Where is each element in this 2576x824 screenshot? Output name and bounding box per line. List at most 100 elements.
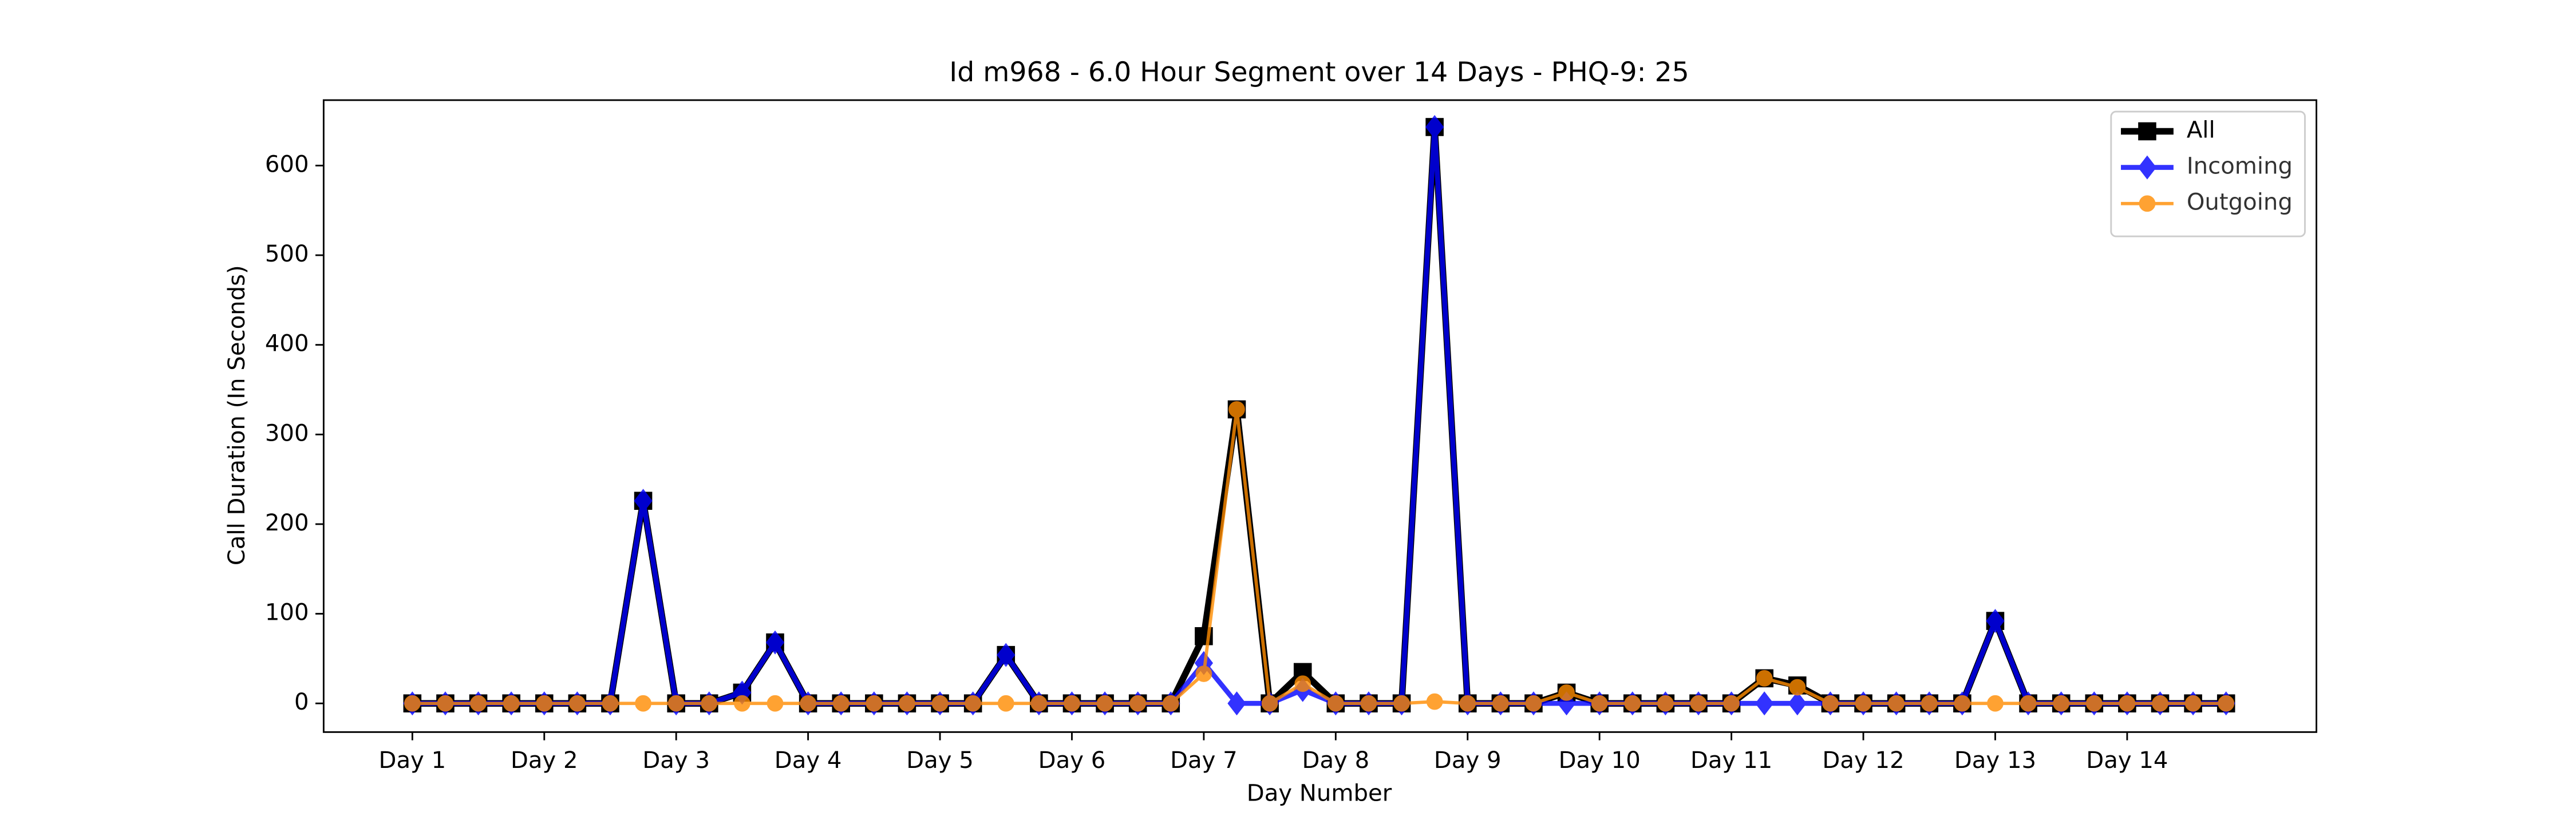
marker	[503, 695, 520, 712]
marker	[2085, 695, 2103, 712]
marker	[1228, 401, 1245, 418]
x-tick-label: Day 3	[642, 747, 710, 774]
marker	[931, 695, 949, 712]
marker	[634, 489, 653, 513]
x-tick-label: Day 4	[775, 747, 842, 774]
series-line	[412, 124, 2226, 707]
y-tick-label: 200	[265, 510, 309, 536]
x-axis-label: Day Number	[1247, 780, 1392, 806]
marker	[2020, 695, 2037, 712]
y-tick-label: 500	[265, 241, 309, 267]
marker	[1327, 695, 1344, 712]
marker	[1525, 695, 1542, 712]
marker	[569, 695, 586, 712]
legend-label: Outgoing	[2187, 189, 2293, 216]
y-tick-label: 400	[265, 331, 309, 357]
legend-item: Incoming	[2121, 153, 2293, 180]
marker	[1755, 691, 1774, 716]
marker	[2119, 695, 2136, 712]
series	[404, 401, 2235, 712]
y-tick-label: 0	[294, 689, 309, 715]
x-tick-label: Day 8	[1302, 747, 1370, 774]
marker	[1393, 695, 1410, 712]
y-tick-label: 300	[265, 420, 309, 446]
chart-title: Id m968 - 6.0 Hour Segment over 14 Days …	[949, 57, 1689, 88]
marker	[1788, 691, 1807, 716]
marker	[899, 695, 915, 712]
y-tick-label: 100	[265, 600, 309, 626]
marker	[832, 695, 850, 712]
series-line	[412, 407, 2226, 706]
legend-item: All	[2121, 117, 2215, 143]
marker	[1954, 695, 1971, 712]
legend-label: Incoming	[2187, 153, 2293, 180]
x-tick-label: Day 11	[1690, 747, 1772, 774]
x-tick-label: Day 12	[1822, 747, 1904, 774]
marker	[1195, 665, 1212, 682]
marker	[1129, 695, 1147, 712]
marker	[2053, 695, 2070, 712]
marker	[470, 695, 487, 712]
marker	[2138, 122, 2156, 141]
x-tick-label: Day 7	[1170, 747, 1238, 774]
marker	[1426, 693, 1443, 710]
marker	[1690, 695, 1707, 712]
x-tick-label: Day 1	[379, 747, 447, 774]
marker	[1855, 695, 1872, 712]
marker	[2139, 195, 2156, 212]
y-axis-label: Call Duration (In Seconds)	[224, 265, 250, 565]
marker	[997, 695, 1014, 712]
marker	[1030, 695, 1048, 712]
marker	[2218, 695, 2235, 712]
series-line	[412, 124, 2226, 706]
marker	[1558, 684, 1575, 701]
x-tick-label: Day 13	[1954, 747, 2036, 774]
marker	[1756, 670, 1773, 687]
plot-frame	[322, 99, 2317, 733]
marker	[602, 695, 619, 712]
marker	[667, 695, 685, 712]
marker	[1921, 695, 1938, 712]
marker	[1227, 691, 1246, 716]
marker	[1987, 695, 2004, 712]
marker	[1064, 695, 1080, 712]
y-tick-label: 600	[265, 151, 309, 177]
marker	[2184, 695, 2202, 712]
marker	[2138, 155, 2157, 180]
marker	[635, 695, 651, 712]
marker	[734, 695, 750, 712]
x-tick-label: Day 14	[2086, 747, 2168, 774]
marker	[965, 695, 982, 712]
marker	[1789, 679, 1806, 696]
marker	[404, 695, 421, 712]
legend-label: All	[2187, 117, 2215, 143]
marker	[1096, 695, 1113, 712]
marker	[1162, 695, 1179, 712]
marker	[1657, 695, 1674, 712]
x-tick-label: Day 5	[906, 747, 974, 774]
marker	[437, 695, 454, 712]
marker	[1360, 695, 1377, 712]
marker	[800, 695, 816, 712]
marker	[701, 695, 718, 712]
marker	[1624, 695, 1641, 712]
x-tick-label: Day 9	[1434, 747, 1502, 774]
marker	[1492, 695, 1509, 712]
marker	[1723, 695, 1740, 712]
marker	[1822, 695, 1839, 712]
marker	[1591, 695, 1608, 712]
x-tick-label: Day 6	[1038, 747, 1106, 774]
series	[403, 114, 2235, 716]
x-tick-label: Day 2	[511, 747, 578, 774]
marker	[1425, 114, 1444, 139]
marker	[767, 695, 784, 712]
series	[403, 118, 2235, 713]
marker	[1294, 675, 1311, 692]
marker	[765, 630, 785, 655]
marker	[1261, 695, 1278, 712]
marker	[1459, 695, 1476, 712]
marker	[997, 643, 1016, 667]
legend-item: Outgoing	[2121, 189, 2293, 216]
marker	[2152, 695, 2168, 712]
